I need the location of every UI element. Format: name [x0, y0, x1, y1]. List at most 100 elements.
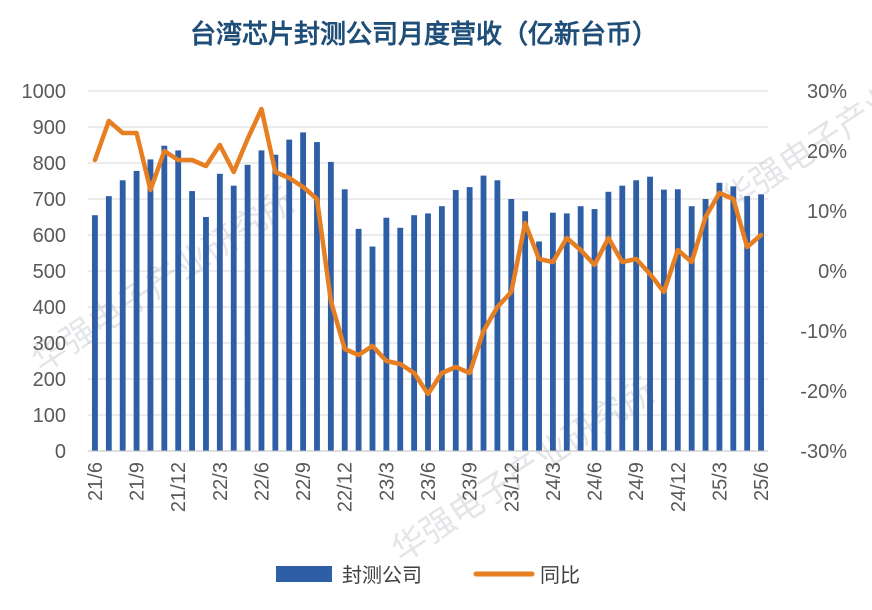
line-point: [385, 360, 388, 362]
bar: [189, 191, 195, 451]
bar: [494, 180, 501, 451]
bar: [300, 132, 307, 451]
y-left-tick-label: 300: [33, 333, 66, 355]
bar: [272, 154, 279, 451]
bar: [452, 190, 459, 451]
line-point: [718, 192, 721, 194]
line-point: [746, 246, 748, 248]
y-left-tick-label: 600: [33, 225, 66, 247]
bar: [522, 211, 529, 451]
y-left-tick-label: 800: [33, 153, 66, 175]
x-tick-label: 23/3: [376, 462, 398, 501]
line-point: [343, 348, 346, 350]
bar: [383, 217, 390, 451]
bar: [92, 215, 98, 451]
line-point: [219, 144, 221, 146]
bar: [480, 175, 487, 451]
y-left-tick-label: 100: [33, 405, 66, 427]
line-point: [510, 291, 513, 293]
y-right-tick-label: -10%: [800, 321, 847, 343]
bar: [258, 150, 265, 451]
y-right-tick-label: 20%: [807, 141, 847, 163]
line-point: [524, 222, 526, 224]
line-point: [371, 345, 374, 347]
line-point: [330, 300, 332, 302]
bar: [605, 191, 612, 452]
x-tick-label: 23/6: [418, 462, 440, 501]
bar-series: [92, 132, 764, 452]
bar: [549, 212, 556, 451]
x-tick-label: 24/12: [668, 462, 690, 512]
bar: [674, 189, 681, 451]
line-point: [357, 354, 360, 356]
line-point: [677, 249, 679, 251]
y-right-tick-label: -30%: [800, 441, 847, 463]
legend-label-bar: 封测公司: [342, 563, 422, 587]
x-tick-label: 25/6: [751, 462, 773, 501]
legend-swatch-bar: [276, 566, 332, 582]
bar: [577, 206, 584, 451]
bar: [647, 176, 653, 451]
bar: [619, 185, 626, 451]
y-right-tick-label: -20%: [800, 381, 847, 403]
bar: [244, 164, 251, 452]
y-left-tick-label: 500: [33, 261, 66, 283]
line-point: [607, 237, 610, 239]
line-point: [579, 249, 582, 251]
line-point: [177, 159, 179, 161]
line-point: [413, 372, 415, 374]
line-point: [635, 258, 637, 260]
bar: [161, 145, 168, 451]
x-tick-label: 22/6: [252, 462, 274, 501]
x-tick-label: 23/9: [460, 462, 482, 501]
legend: 封测公司 同比: [276, 563, 580, 587]
x-tick-label: 24/9: [626, 462, 648, 501]
y-left-tick-label: 900: [33, 117, 66, 139]
bar: [758, 194, 764, 451]
line-point: [191, 159, 193, 161]
bar: [286, 139, 293, 451]
line-point: [149, 189, 152, 191]
line-point: [205, 165, 207, 167]
x-tick-label: 21/12: [168, 462, 190, 512]
bar: [314, 142, 320, 451]
x-tick-label: 25/3: [709, 462, 731, 501]
bar: [147, 159, 154, 451]
y-right-tick-label: 10%: [807, 201, 847, 223]
line-point: [690, 261, 693, 263]
y-axis-left-ticks: 0 100 200 300 400 500 600 700 800 900 1000: [22, 81, 67, 463]
bar: [355, 228, 362, 451]
line-point: [246, 138, 249, 140]
line-point: [441, 372, 443, 374]
bar: [105, 196, 112, 451]
line-point: [468, 372, 471, 374]
bar: [133, 170, 140, 452]
line-point: [552, 261, 554, 263]
x-axis-ticks: 21/6 21/9 21/12 22/3 22/6 22/9 22/12 23/3 23/6 23…: [85, 462, 773, 512]
x-tick-label: 21/9: [127, 462, 149, 501]
line-point: [593, 264, 596, 266]
x-tick-label: 22/9: [293, 462, 315, 501]
line-point: [94, 159, 96, 161]
chart-title: 台湾芯片封测公司月度营收（亿新台币）: [190, 19, 658, 50]
bar: [397, 227, 404, 451]
x-tick-label: 21/6: [85, 462, 107, 501]
line-point: [260, 108, 263, 110]
line-point: [732, 198, 735, 200]
y-left-tick-label: 1000: [22, 81, 67, 103]
y-left-tick-label: 400: [33, 297, 66, 319]
bar: [716, 182, 723, 452]
bar: [175, 150, 182, 451]
y-right-tick-label: 0%: [818, 261, 847, 283]
x-tick-label: 22/3: [210, 462, 232, 501]
line-point: [232, 171, 235, 173]
line-point: [427, 393, 429, 395]
line-point: [302, 186, 304, 188]
y-left-tick-label: 0: [55, 441, 66, 463]
line-point: [621, 261, 624, 263]
bar: [341, 189, 348, 451]
line-point: [663, 291, 665, 293]
line-point: [274, 171, 277, 173]
y-left-tick-label: 700: [33, 189, 66, 211]
